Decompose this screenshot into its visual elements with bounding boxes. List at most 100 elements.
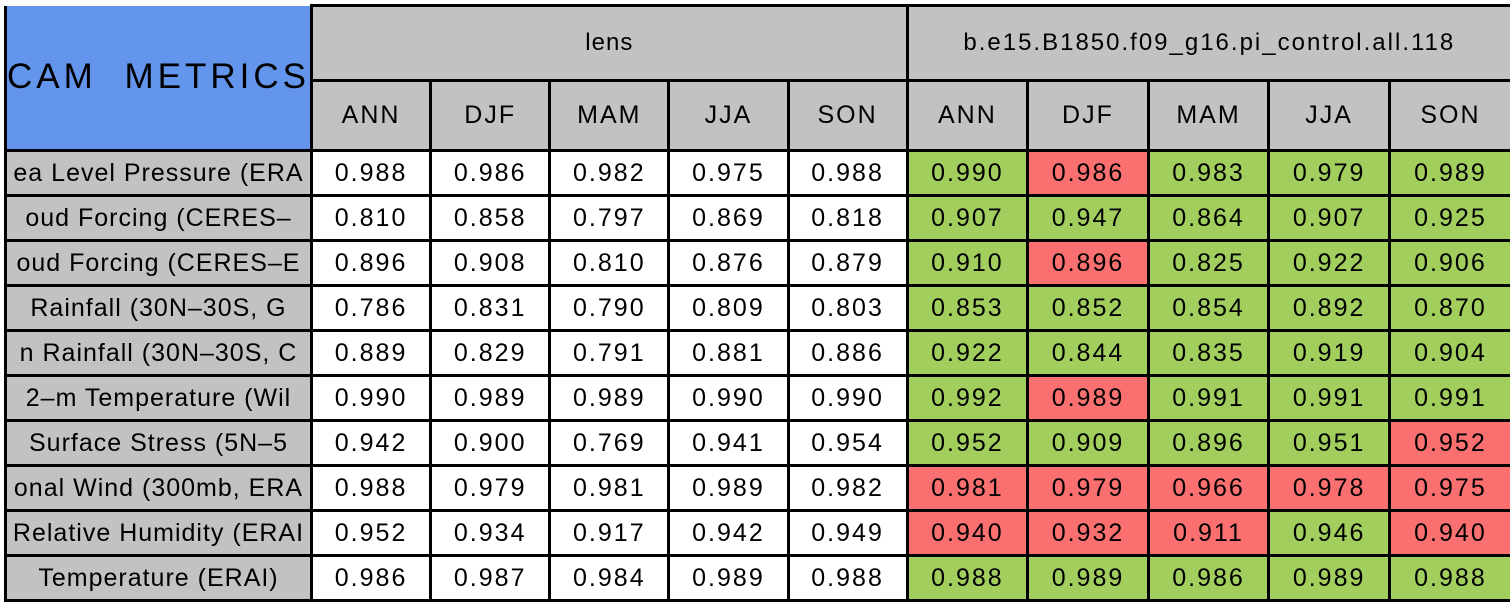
control-value-cell: 0.853 [905, 284, 1030, 332]
lens-value-cell: 0.881 [667, 329, 790, 377]
season-header-mam-lens: MAM [548, 79, 671, 152]
row-label: n Rainfall (30N–30S, C [4, 329, 313, 377]
lens-value-cell: 0.952 [309, 509, 433, 557]
season-header-son-control: SON [1387, 79, 1510, 152]
lens-value-cell: 0.986 [429, 149, 552, 197]
lens-value-cell: 0.876 [667, 239, 790, 287]
control-value-cell: 0.870 [1387, 284, 1510, 332]
lens-value-cell: 0.858 [429, 194, 552, 242]
control-value-cell: 0.988 [1387, 554, 1510, 602]
table-row: Temperature (ERAI) 0.986 0.987 0.984 0.989 0.… [4, 554, 1510, 602]
control-value-cell: 0.975 [1387, 464, 1510, 512]
lens-value-cell: 0.818 [786, 194, 909, 242]
control-value-cell: 0.907 [1267, 194, 1391, 242]
lens-value-cell: 0.879 [786, 239, 909, 287]
season-header-ann-lens: ANN [309, 79, 433, 152]
lens-value-cell: 0.990 [786, 374, 909, 422]
lens-value-cell: 0.829 [429, 329, 552, 377]
control-value-cell: 0.907 [905, 194, 1030, 242]
lens-value-cell: 0.942 [667, 509, 790, 557]
control-value-cell: 0.896 [1026, 239, 1150, 287]
control-value-cell: 0.989 [1387, 149, 1510, 197]
season-header-son-lens: SON [786, 79, 909, 152]
control-value-cell: 0.991 [1146, 374, 1271, 422]
control-value-cell: 0.989 [1026, 374, 1150, 422]
control-value-cell: 0.932 [1026, 509, 1150, 557]
control-value-cell: 0.988 [905, 554, 1030, 602]
control-value-cell: 0.906 [1387, 239, 1510, 287]
control-value-cell: 0.835 [1146, 329, 1271, 377]
season-header-mam-control: MAM [1146, 79, 1271, 152]
control-value-cell: 0.940 [905, 509, 1030, 557]
lens-value-cell: 0.889 [309, 329, 433, 377]
lens-value-cell: 0.809 [667, 284, 790, 332]
lens-value-cell: 0.917 [548, 509, 671, 557]
season-header-jja-lens: JJA [667, 79, 790, 152]
table-row: Relative Humidity (ERAI 0.952 0.934 0.917 0.… [4, 509, 1510, 557]
season-header-jja-control: JJA [1267, 79, 1391, 152]
lens-value-cell: 0.942 [309, 419, 433, 467]
lens-value-cell: 0.831 [429, 284, 552, 332]
lens-value-cell: 0.984 [548, 554, 671, 602]
row-label: ea Level Pressure (ERA [4, 149, 313, 197]
table-row: n Rainfall (30N–30S, C 0.889 0.829 0.791 0.8… [4, 329, 1510, 377]
lens-value-cell: 0.941 [667, 419, 790, 467]
lens-value-cell: 0.797 [548, 194, 671, 242]
lens-value-cell: 0.989 [667, 554, 790, 602]
lens-value-cell: 0.990 [309, 374, 433, 422]
lens-value-cell: 0.988 [786, 554, 909, 602]
table-row: oud Forcing (CERES– 0.810 0.858 0.797 0.869 0… [4, 194, 1510, 242]
metrics-table: CAM METRICS lens b.e15.B1850.f09_g16.pi_… [4, 4, 1510, 602]
season-header-ann-control: ANN [905, 79, 1030, 152]
lens-value-cell: 0.949 [786, 509, 909, 557]
table-row: Surface Stress (5N–5 0.942 0.900 0.769 0.941… [4, 419, 1510, 467]
lens-value-cell: 0.986 [309, 554, 433, 602]
lens-value-cell: 0.791 [548, 329, 671, 377]
lens-value-cell: 0.769 [548, 419, 671, 467]
control-value-cell: 0.979 [1267, 149, 1391, 197]
row-label: oud Forcing (CERES–E [4, 239, 313, 287]
lens-value-cell: 0.989 [667, 464, 790, 512]
lens-value-cell: 0.989 [429, 374, 552, 422]
control-value-cell: 0.979 [1026, 464, 1150, 512]
control-value-cell: 0.983 [1146, 149, 1271, 197]
control-value-cell: 0.989 [1026, 554, 1150, 602]
column-group-pi-control: b.e15.B1850.f09_g16.pi_control.all.118 [905, 4, 1510, 82]
lens-value-cell: 0.803 [786, 284, 909, 332]
control-value-cell: 0.991 [1267, 374, 1391, 422]
control-value-cell: 0.966 [1146, 464, 1271, 512]
table-row: onal Wind (300mb, ERA 0.988 0.979 0.981 0.98… [4, 464, 1510, 512]
control-value-cell: 0.992 [905, 374, 1030, 422]
lens-value-cell: 0.810 [548, 239, 671, 287]
control-value-cell: 0.981 [905, 464, 1030, 512]
control-value-cell: 0.946 [1267, 509, 1391, 557]
control-value-cell: 0.864 [1146, 194, 1271, 242]
lens-value-cell: 0.988 [309, 149, 433, 197]
lens-value-cell: 0.790 [548, 284, 671, 332]
control-value-cell: 0.922 [1267, 239, 1391, 287]
control-value-cell: 0.854 [1146, 284, 1271, 332]
control-value-cell: 0.951 [1267, 419, 1391, 467]
lens-value-cell: 0.954 [786, 419, 909, 467]
row-label: Relative Humidity (ERAI [4, 509, 313, 557]
season-header-row: ANN DJF MAM JJA SON ANN DJF MAM JJA SON [6, 79, 1510, 152]
lens-value-cell: 0.975 [667, 149, 790, 197]
control-value-cell: 0.825 [1146, 239, 1271, 287]
lens-value-cell: 0.810 [309, 194, 433, 242]
table-row: ea Level Pressure (ERA 0.988 0.986 0.982 0.9… [4, 149, 1510, 197]
lens-value-cell: 0.990 [667, 374, 790, 422]
table-row: oud Forcing (CERES–E 0.896 0.908 0.810 0.876… [4, 239, 1510, 287]
control-value-cell: 0.852 [1026, 284, 1150, 332]
control-value-cell: 0.978 [1267, 464, 1391, 512]
lens-value-cell: 0.934 [429, 509, 552, 557]
row-label: oud Forcing (CERES– [4, 194, 313, 242]
control-value-cell: 0.952 [1387, 419, 1510, 467]
row-label: Temperature (ERAI) [4, 554, 313, 602]
lens-value-cell: 0.988 [786, 149, 909, 197]
control-value-cell: 0.986 [1026, 149, 1150, 197]
row-label: Surface Stress (5N–5 [4, 419, 313, 467]
lens-value-cell: 0.900 [429, 419, 552, 467]
control-value-cell: 0.844 [1026, 329, 1150, 377]
season-header-djf-control: DJF [1026, 79, 1150, 152]
control-value-cell: 0.990 [905, 149, 1030, 197]
